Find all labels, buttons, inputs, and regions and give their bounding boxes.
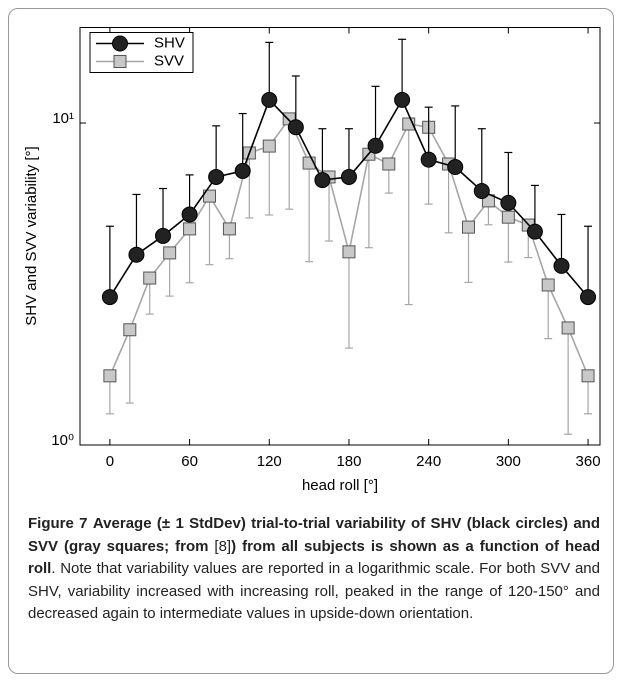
y-tick-label: 10¹ [52, 110, 74, 127]
legend-label: SHV [154, 34, 185, 51]
x-axis-label: head roll [°] [302, 477, 378, 494]
caption: Figure 7 Average (± 1 StdDev) trial-to-t… [28, 513, 600, 626]
data-point [420, 151, 437, 168]
chart: head roll [°] SHV and SVV variability [°… [23, 27, 601, 494]
figure-frame [8, 8, 614, 674]
data-point [501, 210, 515, 224]
data-point [262, 139, 276, 153]
data-point [208, 168, 225, 185]
data-point [447, 159, 464, 176]
data-point [123, 323, 137, 337]
data-point [473, 182, 490, 199]
data-point [163, 246, 177, 260]
x-tick-label: 360 [576, 453, 601, 470]
data-point [561, 321, 575, 335]
x-tick-label: 60 [181, 453, 198, 470]
data-point [234, 162, 251, 179]
caption-bold: Average (± 1 StdDev) trial-to-trial vari… [28, 515, 600, 555]
data-point [367, 137, 384, 154]
data-point [526, 223, 543, 240]
caption-bold: ) from all subjects is shown as a functi… [28, 537, 600, 578]
legend-box [89, 32, 194, 73]
data-point [103, 369, 117, 383]
reference: [8] [214, 537, 232, 555]
data-point [183, 222, 197, 236]
data-point [340, 168, 357, 185]
x-tick-label: 240 [416, 453, 441, 470]
legend-marker [112, 35, 128, 52]
data-point [342, 245, 356, 259]
x-tick-label: 0 [106, 453, 114, 470]
legend-marker [113, 55, 127, 68]
data-point [541, 278, 555, 292]
data-point [181, 206, 198, 223]
data-point [500, 194, 517, 211]
legend-label: SVV [154, 52, 184, 69]
data-point [314, 172, 331, 189]
data-point [143, 271, 157, 285]
data-point [581, 369, 595, 383]
data-point [580, 289, 597, 306]
plot-frame [79, 27, 601, 446]
data-point [101, 289, 118, 306]
data-point [287, 119, 304, 136]
x-tick-label: 300 [496, 453, 521, 470]
y-axis-label: SHV and SVV variability [°] [23, 146, 40, 325]
data-point [553, 257, 570, 274]
figure-label: Figure 7 [28, 515, 88, 532]
data-point [155, 227, 172, 244]
data-point [382, 157, 396, 171]
data-point [128, 246, 145, 263]
y-tick-label: 10⁰ [51, 432, 74, 449]
x-tick-label: 120 [257, 453, 282, 470]
x-tick-label: 180 [336, 453, 361, 470]
data-point [462, 220, 476, 234]
data-point [394, 91, 411, 108]
caption-text: . Note that variability values are repor… [28, 560, 600, 622]
data-point [261, 91, 278, 108]
data-point [222, 222, 236, 236]
